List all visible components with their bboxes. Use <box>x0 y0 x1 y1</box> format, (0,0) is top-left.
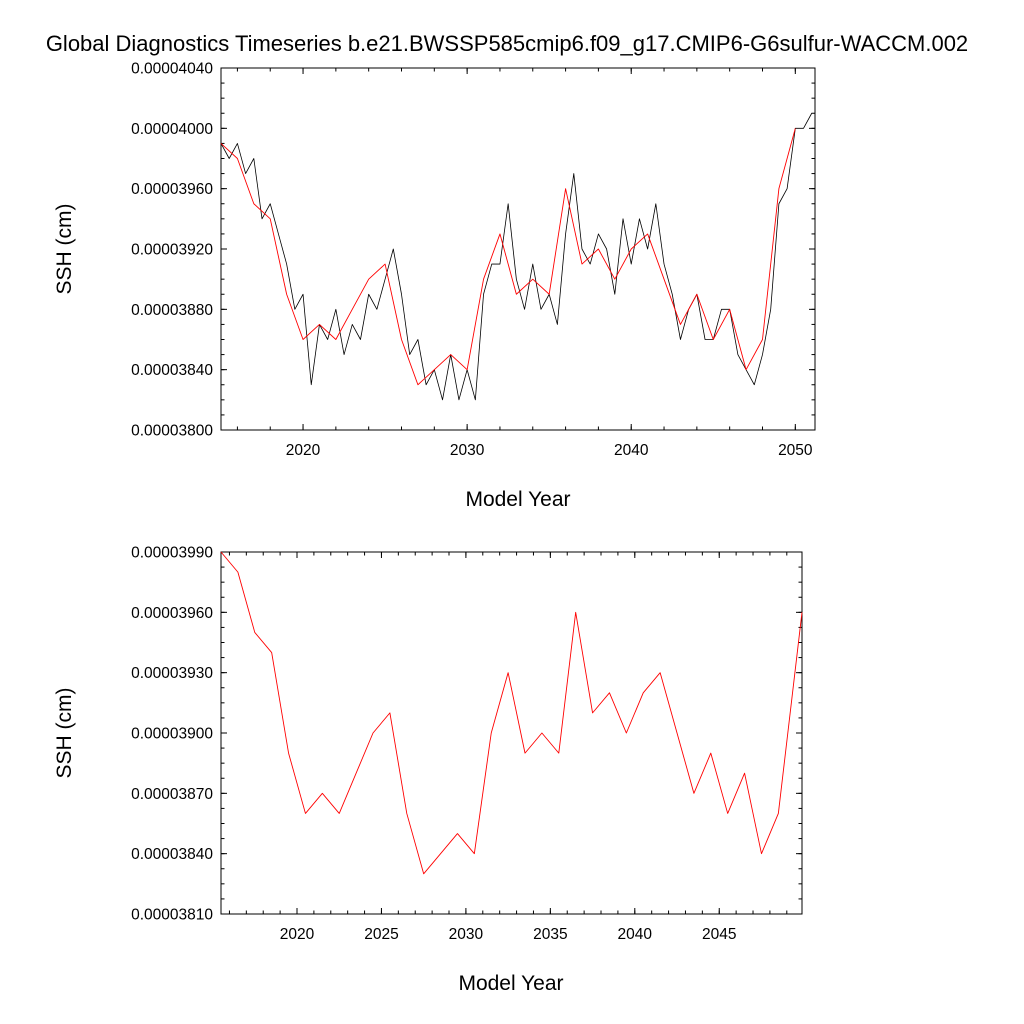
top-y-axis-label: SSH (cm) <box>53 204 76 295</box>
bottom-y-axis-label: SSH (cm) <box>53 688 76 779</box>
bottom-ytick-label: 0.00003840 <box>131 846 213 863</box>
bottom-x-axis-label: Model Year <box>458 972 563 995</box>
top-xtick-label: 2030 <box>450 442 485 459</box>
top-chart-panel: 2020 2030 2040 2050 0.000038000.000038400.0… <box>53 61 816 511</box>
top-xtick-label: 2040 <box>614 442 649 459</box>
top-monthly-series-line <box>220 113 813 401</box>
bottom-chart-panel: 2020 2025 2030 2035 2040 2045 0.000038100.000… <box>53 545 803 995</box>
bottom-ytick-label: 0.00003960 <box>131 605 213 622</box>
bottom-xtick-label: 2025 <box>364 926 398 943</box>
top-y-axis: 0.00003800 0.00003840 0.00003880 0.00003920… <box>131 61 815 440</box>
bottom-xtick-label: 2040 <box>618 926 653 943</box>
bottom-x-axis: 2020 2025 2030 2035 2040 2045 <box>280 552 736 943</box>
top-ytick-label: 0.00003800 <box>131 423 213 440</box>
top-xtick-label: 2050 <box>778 442 813 459</box>
top-ytick-label: 0.00004040 <box>131 61 213 78</box>
bottom-ytick-label: 0.00003990 <box>131 545 213 562</box>
top-x-axis-label: Model Year <box>465 488 570 511</box>
figure-title: Global Diagnostics Timeseries b.e21.BWSS… <box>46 31 968 56</box>
top-ytick-label: 0.00003880 <box>131 302 213 319</box>
bottom-minor-ticks <box>221 551 802 915</box>
top-annual-series-line <box>220 128 796 386</box>
top-ytick-label: 0.00003840 <box>131 362 213 379</box>
bottom-xtick-label: 2035 <box>533 926 567 943</box>
bottom-ytick-label: 0.00003930 <box>131 665 213 682</box>
top-xtick-label: 2020 <box>286 442 321 459</box>
bottom-y-axis: 0.00003810 0.00003840 0.00003870 0.00003900… <box>131 545 802 924</box>
bottom-xtick-label: 2030 <box>449 926 484 943</box>
bottom-plot-frame <box>220 551 803 915</box>
top-ytick-label: 0.00003920 <box>131 242 213 259</box>
top-ytick-label: 0.00003960 <box>131 181 213 198</box>
bottom-xtick-label: 2045 <box>702 926 736 943</box>
bottom-ytick-label: 0.00003810 <box>131 907 213 924</box>
bottom-series-group <box>220 551 803 875</box>
top-ytick-label: 0.00004000 <box>131 121 213 138</box>
top-x-axis: 2020 2030 2040 2050 <box>286 68 813 459</box>
bottom-ytick-label: 0.00003900 <box>131 726 213 743</box>
bottom-xtick-label: 2020 <box>280 926 315 943</box>
bottom-ytick-label: 0.00003870 <box>131 786 213 803</box>
top-series-group <box>220 113 813 401</box>
bottom-annual-series-line <box>220 551 803 875</box>
